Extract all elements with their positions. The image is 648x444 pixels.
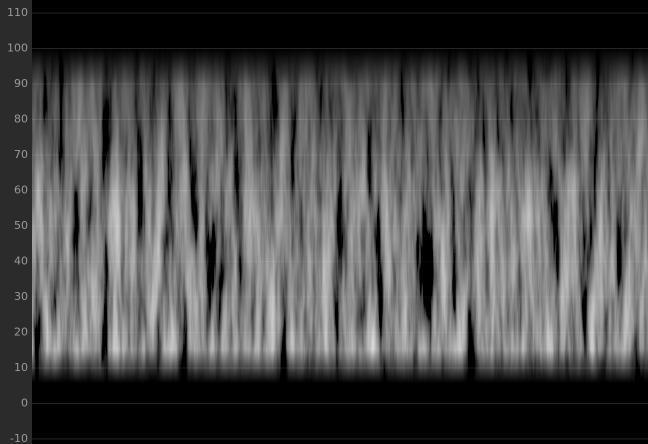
waveform-trace — [32, 48, 648, 383]
y-tick-label: 20 — [14, 326, 28, 339]
y-tick-label: -10 — [10, 432, 28, 444]
y-tick-label: 0 — [21, 397, 28, 410]
page: -100102030405060708090100110 (() => { co… — [0, 0, 648, 444]
y-tick-label: 60 — [14, 184, 28, 197]
y-tick-label: 50 — [14, 219, 28, 232]
y-tick-label: 80 — [14, 113, 28, 126]
waveform-scope: -10 0 10 20 30 40 50 60 70 80 90 100 110 — [0, 0, 648, 444]
y-tick-label: 40 — [14, 255, 28, 268]
y-tick-label: 100 — [7, 42, 28, 55]
y-tick-label: 90 — [14, 77, 28, 90]
y-tick-label: 30 — [14, 290, 28, 303]
y-tick-label: 70 — [14, 148, 28, 161]
y-tick-label: 10 — [14, 361, 28, 374]
y-tick-label: 110 — [7, 6, 28, 19]
